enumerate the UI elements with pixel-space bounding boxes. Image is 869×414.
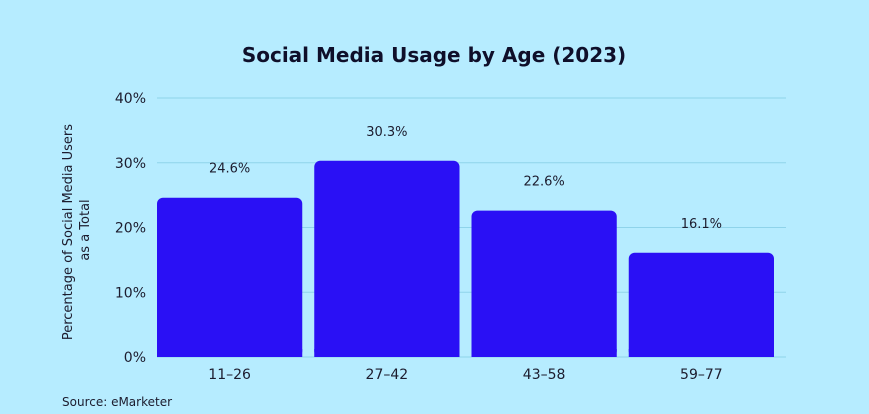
data-label: 30.3% bbox=[366, 125, 407, 140]
x-tick-label: 27–42 bbox=[366, 367, 409, 383]
bar bbox=[628, 252, 774, 357]
y-tick-label: 20% bbox=[115, 221, 146, 237]
x-tick-label: 59–77 bbox=[680, 367, 723, 383]
y-tick-label: 10% bbox=[115, 285, 146, 301]
bar-base bbox=[628, 349, 774, 357]
x-axis-ticks: 11–26 27–42 43–58 59–77 bbox=[208, 367, 722, 383]
y-tick-label: 0% bbox=[124, 350, 146, 366]
y-tick-label: 30% bbox=[115, 156, 146, 172]
y-tick-label: 40% bbox=[115, 91, 146, 107]
chart-title: Social Media Usage by Age (2023) bbox=[242, 43, 626, 67]
source-note: Source: eMarketer bbox=[62, 395, 172, 409]
bar bbox=[471, 210, 617, 357]
data-label: 16.1% bbox=[681, 217, 722, 232]
data-label: 22.6% bbox=[523, 175, 564, 190]
bar-base bbox=[157, 349, 303, 357]
bar bbox=[157, 197, 303, 357]
data-labels: 24.6% 30.3% 22.6% 16.1% bbox=[209, 125, 722, 232]
y-axis-label-line-1: Percentage of Social Media Users bbox=[61, 124, 76, 340]
data-label: 24.6% bbox=[209, 162, 250, 177]
y-axis-label-line-2: as a Total bbox=[78, 199, 93, 260]
x-tick-label: 11–26 bbox=[208, 367, 251, 383]
y-axis-label: Percentage of Social Media Users as a To… bbox=[61, 120, 93, 340]
x-tick-label: 43–58 bbox=[523, 367, 566, 383]
bar bbox=[314, 160, 460, 357]
bar-base bbox=[471, 349, 617, 357]
bar-base bbox=[314, 349, 460, 357]
bars bbox=[157, 160, 774, 357]
y-axis-ticks: 0% 10% 20% 30% 40% bbox=[115, 91, 146, 366]
